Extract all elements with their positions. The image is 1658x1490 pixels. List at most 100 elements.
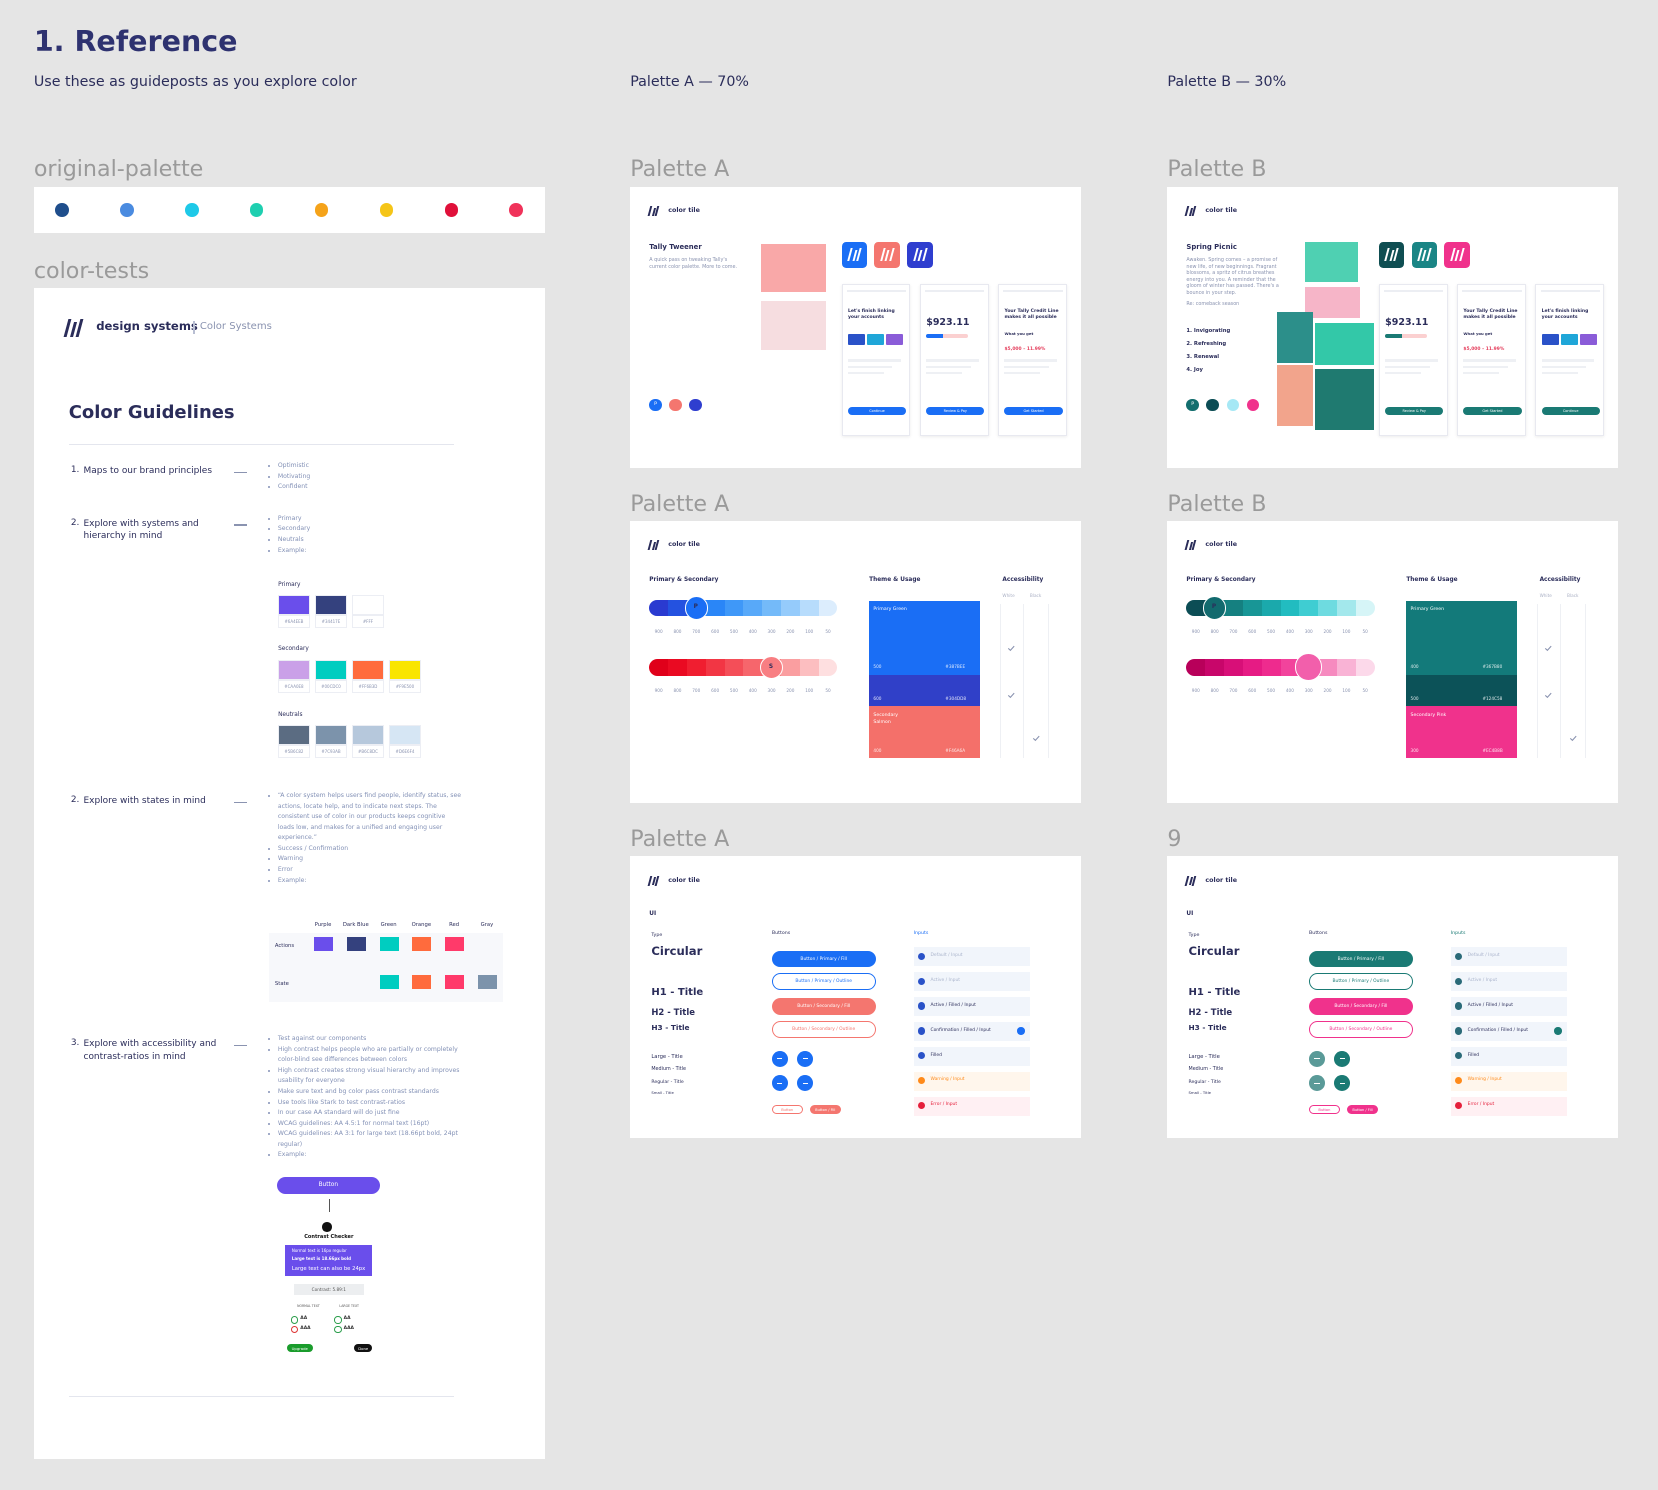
card [1560, 334, 1578, 345]
screen-amount: $5,000 – 11.99% [1463, 346, 1505, 352]
logo [63, 319, 88, 338]
bullet: Primary [278, 514, 463, 525]
input-icon [1454, 1002, 1463, 1010]
usage-shade: 600 [873, 695, 882, 701]
palette-swatch [444, 203, 459, 217]
input-field: Filled [913, 1046, 1030, 1066]
input-field: Active / Filled / Input [1450, 997, 1568, 1017]
size-sample: Medium - Title [1188, 1065, 1224, 1072]
ramp-marker: P [684, 596, 708, 620]
item-number: 2. [70, 518, 80, 529]
usage-title: Primary Green [873, 606, 907, 612]
shade-label: 200 [1323, 688, 1332, 694]
confirm-icon [1554, 1027, 1562, 1035]
text-line [1385, 359, 1438, 362]
mood-image [1304, 242, 1358, 283]
ui-button: Button / Secondary / Outline [771, 1021, 876, 1039]
swatch [352, 725, 384, 746]
check-svg [1007, 645, 1015, 652]
text-line [1463, 372, 1500, 375]
ui-label: UI [649, 911, 657, 918]
font-name: Circular [651, 944, 703, 959]
palette-strip [33, 187, 545, 233]
shade-label: 800 [1210, 688, 1219, 694]
check-svg [1544, 692, 1552, 698]
access-column: Black [1029, 593, 1042, 599]
app-icon [1378, 242, 1405, 268]
level-icon [290, 1325, 299, 1334]
input-icon [917, 1027, 926, 1035]
bullet: Example: [278, 1150, 463, 1161]
usage-block: Primary Green 500 #387BEE [869, 600, 981, 675]
ramp-step [1205, 658, 1225, 676]
state-swatch [477, 974, 497, 989]
icon-button [771, 1075, 788, 1092]
swatch [278, 659, 310, 680]
screen-title: Your Tally Credit Line makes it all poss… [1004, 308, 1059, 321]
swatch-group-label: Secondary [278, 646, 309, 653]
logo [1417, 248, 1434, 262]
screen-title: Let's finish linking your accounts [1541, 308, 1589, 321]
bullet: Test against our components [278, 1034, 463, 1045]
button: Button [277, 1176, 380, 1194]
phone-screen: $923.11 Review & Pay [1378, 284, 1448, 436]
usage-block: Secondary Salmon 400 #F46A6A [869, 706, 981, 759]
ui-label: UI [1186, 911, 1194, 918]
usage-shade: 500 [1410, 695, 1419, 701]
size-sample: Regular - Title [1188, 1079, 1221, 1085]
level-label: AA [300, 1316, 308, 1322]
phone-screen: $923.11 Review & Pay [919, 284, 989, 436]
shade-label: 50 [825, 629, 831, 635]
size-sample: Small - Title [651, 1090, 674, 1096]
level-icon [334, 1316, 342, 1324]
item-number: 2. [70, 795, 80, 806]
card [847, 334, 865, 345]
shade-label: 200 [786, 688, 795, 694]
type-label: Type [651, 932, 663, 938]
sample-text: Large text is 18.66px bold [291, 1256, 352, 1262]
ramp-step [1337, 599, 1356, 617]
app-icon [907, 242, 933, 268]
usage-hex: #F46A6A [945, 747, 966, 753]
access-strip [1026, 603, 1049, 759]
mood-image [761, 244, 826, 292]
swatch-group-label: Primary [278, 581, 301, 588]
icon-glyph [802, 1082, 808, 1084]
swatch [315, 659, 347, 680]
ramp-step [1186, 658, 1206, 676]
ramp-step [705, 599, 725, 617]
board-list-item: 4. Joy [1186, 367, 1203, 374]
usage-block: Secondary Pink 300 #EC4B8B [1406, 706, 1518, 759]
size-sample: Large - Title [651, 1054, 683, 1061]
text-line [1004, 372, 1041, 375]
shade-label: 300 [767, 629, 776, 635]
ramp-step [649, 658, 669, 676]
marker-letter: P [1211, 604, 1217, 611]
logo [647, 875, 660, 886]
usage-title: Primary Green [1410, 606, 1445, 612]
check-svg [1544, 645, 1552, 652]
usage-hex: #EC4B8B [1482, 747, 1503, 753]
text-line [1463, 359, 1517, 362]
check-icon [1007, 638, 1015, 652]
palette-panel: color tile UI Type Circular H1 - Title H2 - T… [630, 856, 1081, 1138]
small-button: Button [771, 1104, 803, 1115]
usage-hex: #387BEE [945, 664, 966, 670]
page-subtitle: Use these as guideposts as you explore c… [33, 74, 357, 91]
card [886, 334, 903, 345]
ui-button: Button / Primary / Fill [771, 950, 876, 968]
input-field: Default / Input [913, 947, 1030, 967]
contrast-column: LARGE TEXT [339, 1303, 359, 1308]
phone-screen: Let's finish linking your accounts Contin… [841, 284, 911, 436]
mood-image [1315, 322, 1374, 365]
column-heading: Theme & Usage [869, 577, 921, 584]
check-icon [1544, 638, 1552, 652]
input-field: Active / Input [1450, 972, 1568, 992]
input-text: Filled [930, 1052, 942, 1058]
ramp-step [1355, 658, 1375, 676]
ramp-step [1280, 658, 1300, 676]
bullet: High contrast helps people who are parti… [278, 1045, 463, 1066]
input-field: Error / Input [913, 1096, 1030, 1116]
swatch-hex: #34417E [315, 615, 347, 629]
logo [880, 248, 897, 262]
